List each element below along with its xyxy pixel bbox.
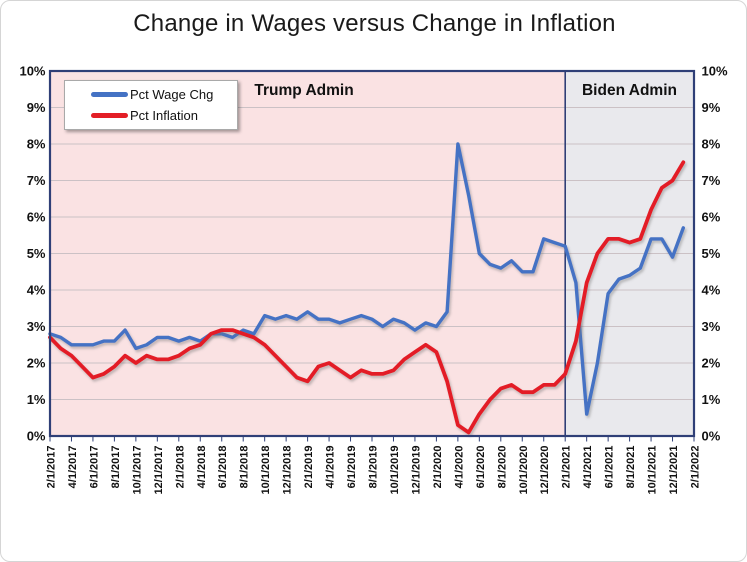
x-axis-tick-label: 4/1/2021 [582,446,594,489]
chart-title: Change in Wages versus Change in Inflati… [133,10,616,37]
y-axis-tick-label-right: 2% [702,356,721,371]
x-axis-tick-label: 8/1/2019 [368,446,380,489]
x-axis-tick-label: 10/1/2021 [647,446,659,495]
y-axis-tick-label-right: 6% [702,210,721,225]
x-axis-tick-label: 6/1/2020 [475,446,487,489]
y-axis-tick-label-left: 6% [27,210,46,225]
legend-item-wage: Pct Wage Chg [65,87,237,102]
x-axis-tick-label: 4/1/2019 [325,446,337,489]
inflation-line [48,160,686,435]
x-axis-tick-label: 8/1/2018 [239,446,251,489]
x-axis-tick-label: 6/1/2017 [88,446,100,489]
x-axis-tick-label: 12/1/2018 [282,446,294,495]
x-axis-tick-label: 12/1/2021 [668,446,680,495]
x-axis-tick-label: 2/1/2021 [561,446,573,489]
trump-admin-annotation: Trump Admin [254,82,354,99]
legend: Pct Wage Chg Pct Inflation [64,80,238,130]
biden-admin-annotation: Biden Admin [581,82,677,99]
y-axis-tick-label-right: 1% [702,392,721,407]
x-axis-tick-label: 6/1/2018 [217,446,229,489]
x-axis-tick-label: 4/1/2017 [67,446,79,489]
x-axis-tick-label: 10/1/2020 [518,446,530,495]
y-axis-tick-label-right: 4% [702,283,721,298]
y-axis-tick-label-left: 8% [27,137,46,152]
wage-change-line [48,142,685,416]
y-axis-tick-label-right: 7% [702,173,721,188]
legend-label-wage: Pct Wage Chg [130,87,214,102]
y-axis-tick-label-left: 5% [27,246,46,261]
y-axis-tick-label-right: 5% [702,246,721,261]
x-axis-tick-label: 6/1/2021 [604,446,616,489]
y-axis-tick-label-right: 8% [702,137,721,152]
x-axis-tick-label: 12/1/2020 [539,446,551,495]
y-axis-tick-label-left: 7% [27,173,46,188]
x-axis-tick-label: 10/1/2017 [131,446,143,495]
legend-label-inflation: Pct Inflation [130,108,198,123]
x-axis-tick-label: 10/1/2019 [389,446,401,495]
y-axis-tick-label-left: 1% [27,392,46,407]
x-axis-tick-label: 8/1/2017 [110,446,122,489]
x-axis-tick-label: 2/1/2017 [46,446,58,489]
y-axis-tick-label-right: 0% [702,429,721,444]
plot-border [48,69,696,438]
x-axis-tick-label: 12/1/2017 [153,446,165,495]
x-axis-tick-label: 2/1/2022 [690,446,702,489]
y-axis-tick-label-left: 4% [27,283,46,298]
y-axis-tick-label-left: 2% [27,356,46,371]
y-axis-tick-label-left: 10% [19,64,45,79]
y-axis-tick-label-left: 9% [27,100,46,115]
x-axis-tick-label: 10/1/2018 [260,446,272,495]
x-axis-tick-label: 12/1/2019 [410,446,422,495]
x-axis-tick-label: 2/1/2019 [303,446,315,489]
x-axis-tick-label: 8/1/2021 [625,446,637,489]
x-axis-tick-label: 2/1/2020 [432,446,444,489]
inflation-line-swatch [91,113,128,118]
x-axis-tick-label: 2/1/2018 [174,446,186,489]
y-axis-tick-label-right: 9% [702,100,721,115]
y-axis-tick-label-right: 10% [702,64,728,79]
x-axis-tick-label: 4/1/2018 [196,446,208,489]
legend-item-inflation: Pct Inflation [65,108,237,123]
y-axis-tick-label-left: 0% [27,429,46,444]
y-axis-tick-label-right: 3% [702,319,721,334]
x-axis-tick-label: 4/1/2020 [453,446,465,489]
y-axis-tick-label-left: 3% [27,319,46,334]
x-axis-tick-label: 6/1/2019 [346,446,358,489]
wage-line-swatch [91,92,128,97]
x-axis-tick-label: 8/1/2020 [496,446,508,489]
